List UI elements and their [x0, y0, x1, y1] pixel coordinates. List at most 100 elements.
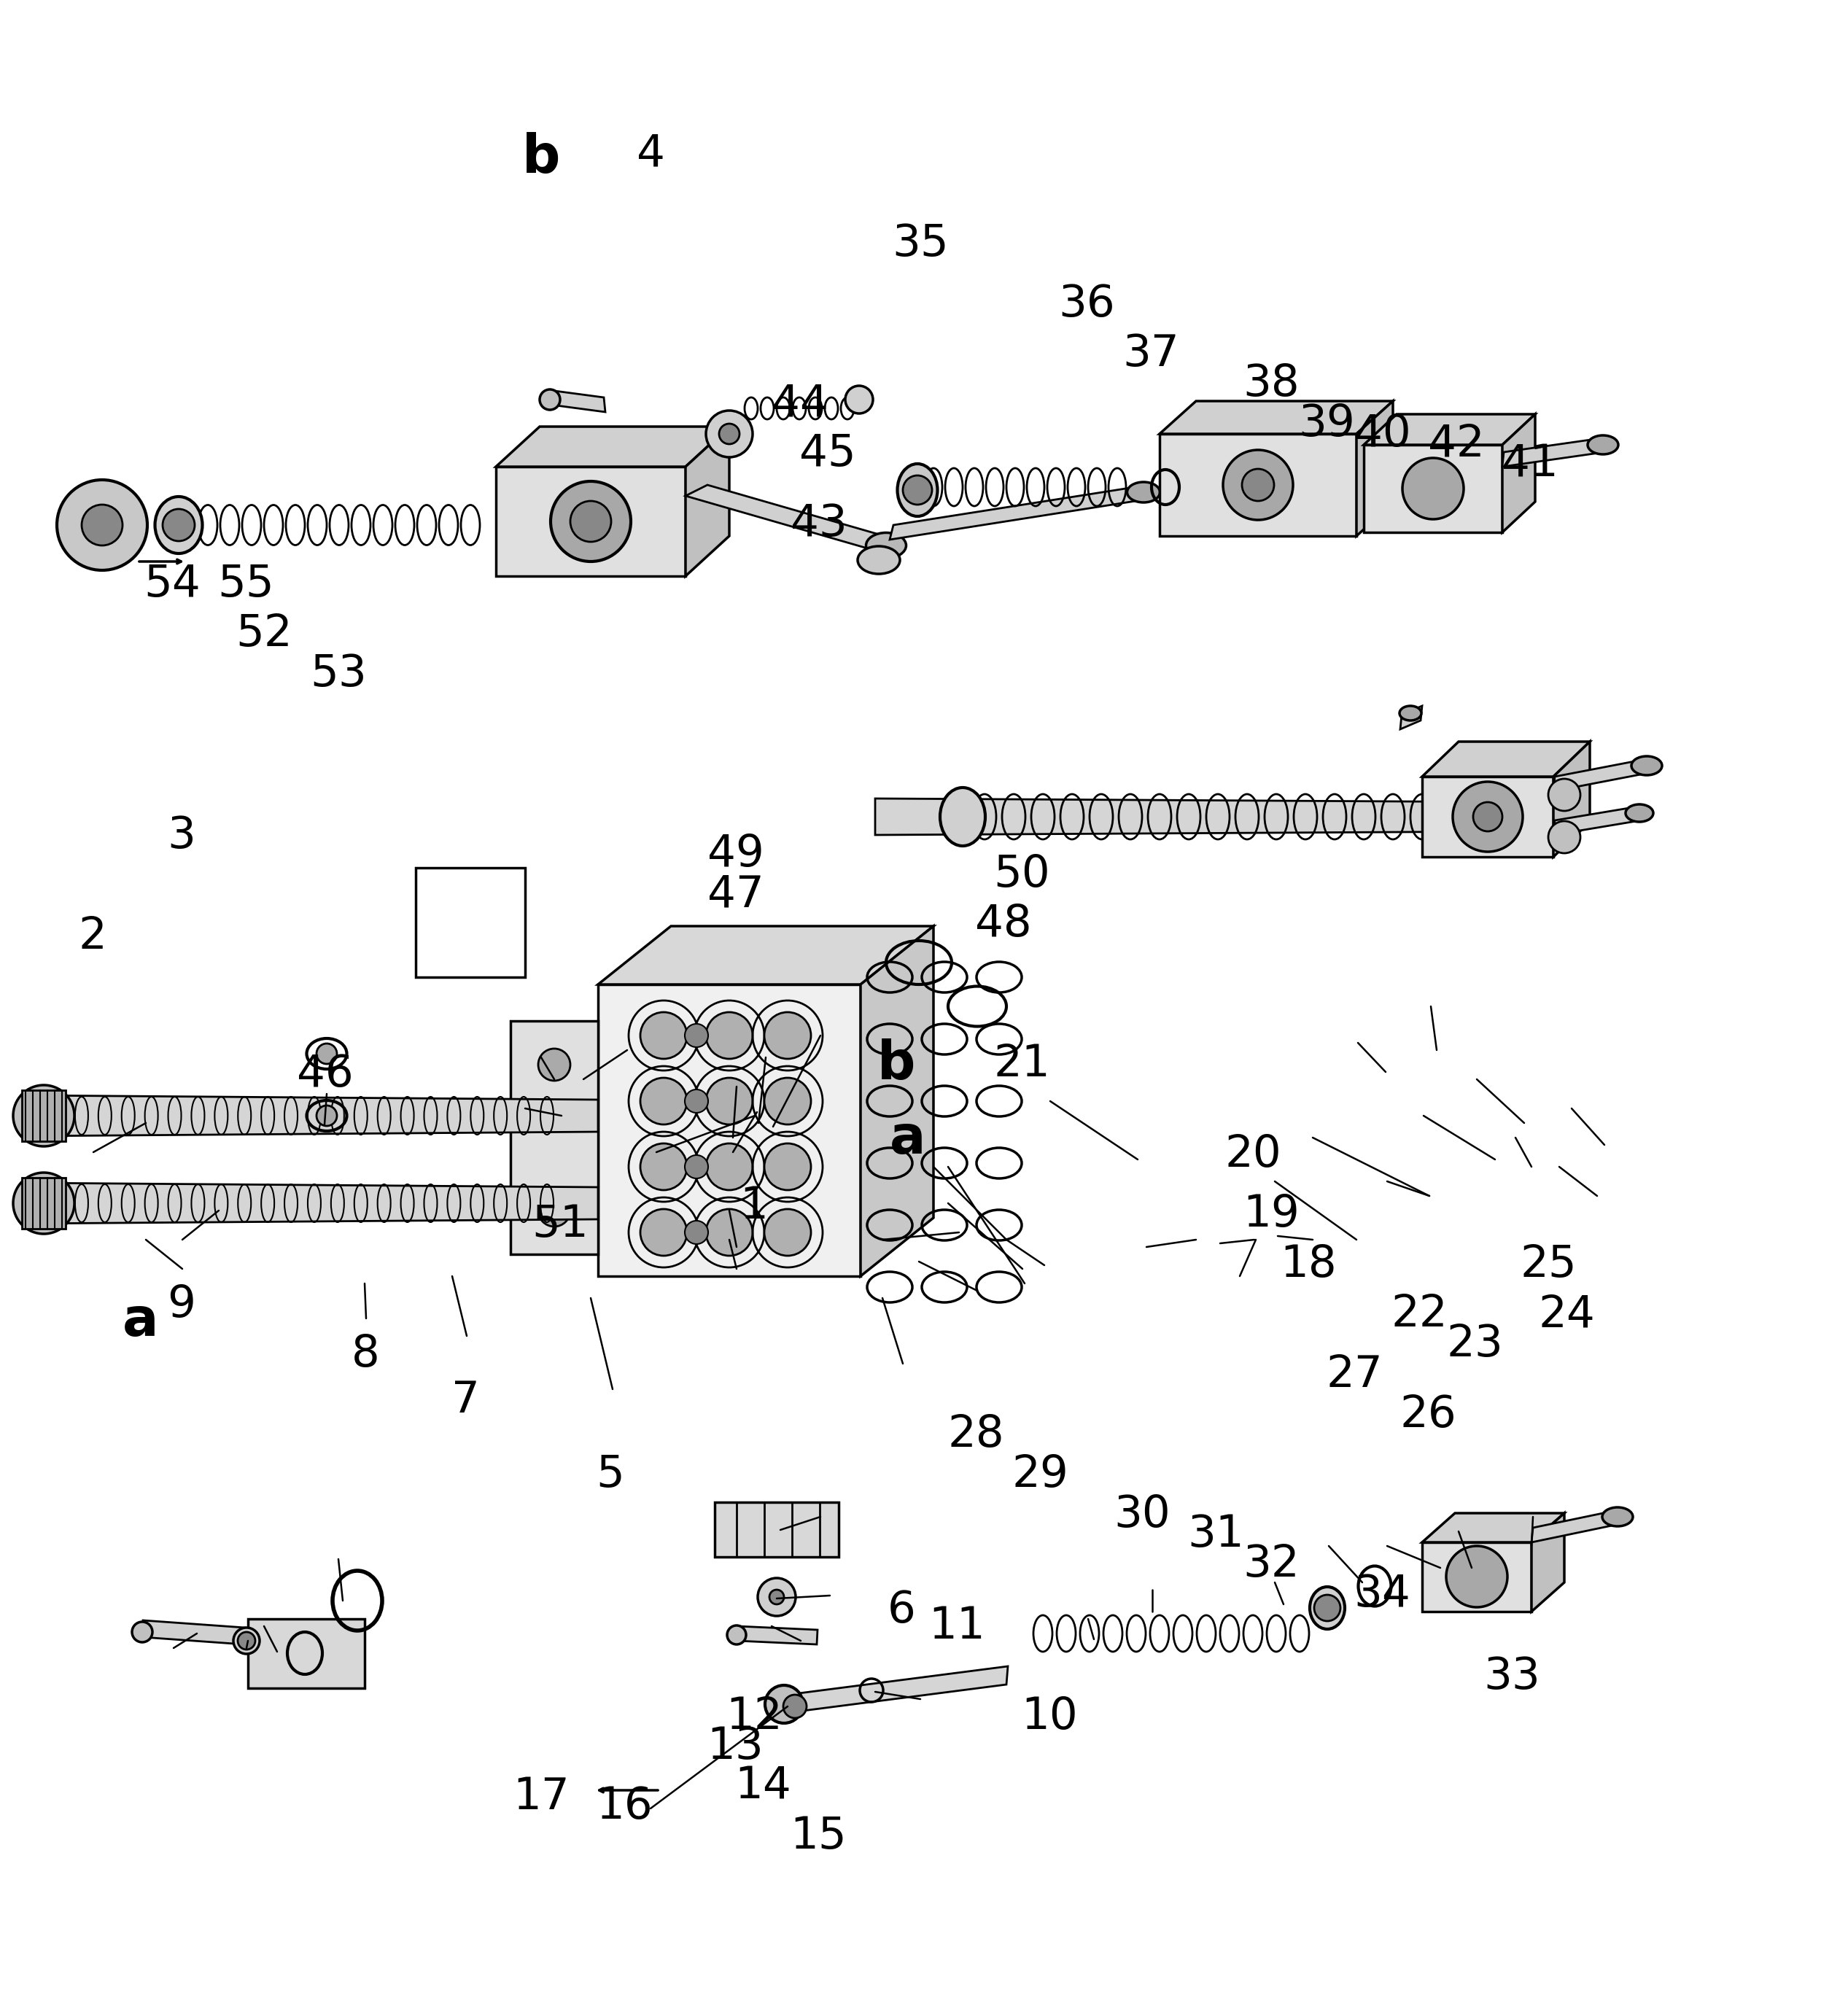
Polygon shape: [1364, 414, 1536, 444]
Text: 26: 26: [1401, 1393, 1456, 1437]
Text: 8: 8: [351, 1333, 381, 1377]
Circle shape: [81, 504, 122, 546]
Polygon shape: [1423, 1543, 1532, 1611]
Circle shape: [706, 410, 752, 456]
Circle shape: [1549, 778, 1580, 810]
Polygon shape: [737, 1627, 817, 1645]
Text: 5: 5: [595, 1453, 625, 1497]
Text: 23: 23: [1447, 1323, 1502, 1367]
Polygon shape: [22, 1091, 67, 1141]
Polygon shape: [1423, 776, 1554, 856]
Polygon shape: [22, 1179, 67, 1229]
Circle shape: [1549, 820, 1580, 852]
Text: 44: 44: [772, 382, 828, 426]
Circle shape: [163, 508, 194, 540]
Circle shape: [1447, 1547, 1508, 1607]
Circle shape: [31, 1191, 57, 1217]
Text: 27: 27: [1327, 1353, 1382, 1397]
Circle shape: [686, 1155, 708, 1179]
Polygon shape: [1532, 1509, 1621, 1543]
Polygon shape: [889, 484, 1149, 540]
Polygon shape: [1159, 400, 1393, 434]
Text: 17: 17: [514, 1775, 569, 1819]
Polygon shape: [495, 466, 686, 576]
Ellipse shape: [1587, 436, 1619, 454]
Circle shape: [758, 1579, 796, 1617]
Text: 14: 14: [736, 1765, 791, 1809]
Text: 53: 53: [310, 652, 366, 696]
Text: 36: 36: [1059, 282, 1114, 326]
Circle shape: [1314, 1595, 1340, 1621]
Text: 55: 55: [218, 562, 274, 606]
Polygon shape: [1502, 414, 1536, 532]
Polygon shape: [1554, 758, 1650, 790]
Text: 10: 10: [1022, 1695, 1077, 1739]
Polygon shape: [142, 1621, 246, 1645]
Text: 19: 19: [1244, 1193, 1299, 1237]
Text: 31: 31: [1188, 1513, 1244, 1557]
Circle shape: [765, 1209, 811, 1257]
Circle shape: [1403, 458, 1464, 518]
Polygon shape: [1356, 400, 1393, 536]
Text: 49: 49: [708, 832, 763, 876]
Ellipse shape: [726, 1625, 747, 1645]
Text: 42: 42: [1429, 422, 1484, 466]
Circle shape: [904, 476, 931, 504]
Ellipse shape: [867, 532, 906, 558]
Circle shape: [1242, 468, 1273, 500]
Polygon shape: [22, 1095, 599, 1137]
Text: 4: 4: [636, 132, 665, 176]
Circle shape: [686, 1025, 708, 1047]
Text: 34: 34: [1355, 1573, 1410, 1617]
Ellipse shape: [1127, 482, 1161, 502]
Text: 38: 38: [1244, 362, 1299, 406]
Text: 51: 51: [532, 1203, 588, 1247]
Ellipse shape: [765, 1685, 802, 1723]
Ellipse shape: [857, 546, 900, 574]
Polygon shape: [549, 390, 606, 412]
Circle shape: [706, 1013, 752, 1059]
Ellipse shape: [941, 788, 985, 846]
Circle shape: [538, 1049, 571, 1081]
Polygon shape: [248, 1619, 364, 1689]
Ellipse shape: [131, 1621, 152, 1643]
Circle shape: [706, 1079, 752, 1125]
Circle shape: [639, 1013, 687, 1059]
Polygon shape: [1401, 706, 1423, 728]
Text: 47: 47: [708, 872, 763, 916]
Circle shape: [639, 1143, 687, 1191]
Text: 50: 50: [994, 852, 1050, 896]
Ellipse shape: [540, 390, 560, 410]
Text: 54: 54: [144, 562, 200, 606]
Polygon shape: [686, 484, 896, 550]
Ellipse shape: [1310, 1587, 1345, 1629]
Text: 28: 28: [948, 1413, 1003, 1457]
Circle shape: [1453, 782, 1523, 852]
Polygon shape: [1159, 434, 1356, 536]
Text: 37: 37: [1124, 332, 1179, 376]
Polygon shape: [1554, 742, 1589, 856]
Text: 6: 6: [887, 1589, 917, 1633]
Text: 13: 13: [708, 1725, 763, 1769]
Polygon shape: [876, 798, 1532, 834]
Text: 18: 18: [1281, 1243, 1336, 1287]
Polygon shape: [1364, 444, 1502, 532]
Text: 29: 29: [1013, 1453, 1068, 1497]
Polygon shape: [1423, 742, 1589, 776]
Text: 52: 52: [237, 612, 292, 656]
Text: 12: 12: [726, 1695, 782, 1739]
Circle shape: [706, 1209, 752, 1257]
Circle shape: [639, 1209, 687, 1257]
Text: 20: 20: [1225, 1133, 1281, 1177]
Ellipse shape: [1626, 804, 1654, 822]
Text: 11: 11: [930, 1605, 985, 1649]
Circle shape: [765, 1079, 811, 1125]
Text: 39: 39: [1299, 402, 1355, 446]
Polygon shape: [599, 926, 933, 984]
Text: 15: 15: [791, 1815, 846, 1859]
Text: 25: 25: [1521, 1243, 1576, 1287]
Circle shape: [639, 1079, 687, 1125]
Ellipse shape: [155, 496, 203, 554]
Circle shape: [1473, 802, 1502, 830]
Ellipse shape: [233, 1627, 259, 1655]
